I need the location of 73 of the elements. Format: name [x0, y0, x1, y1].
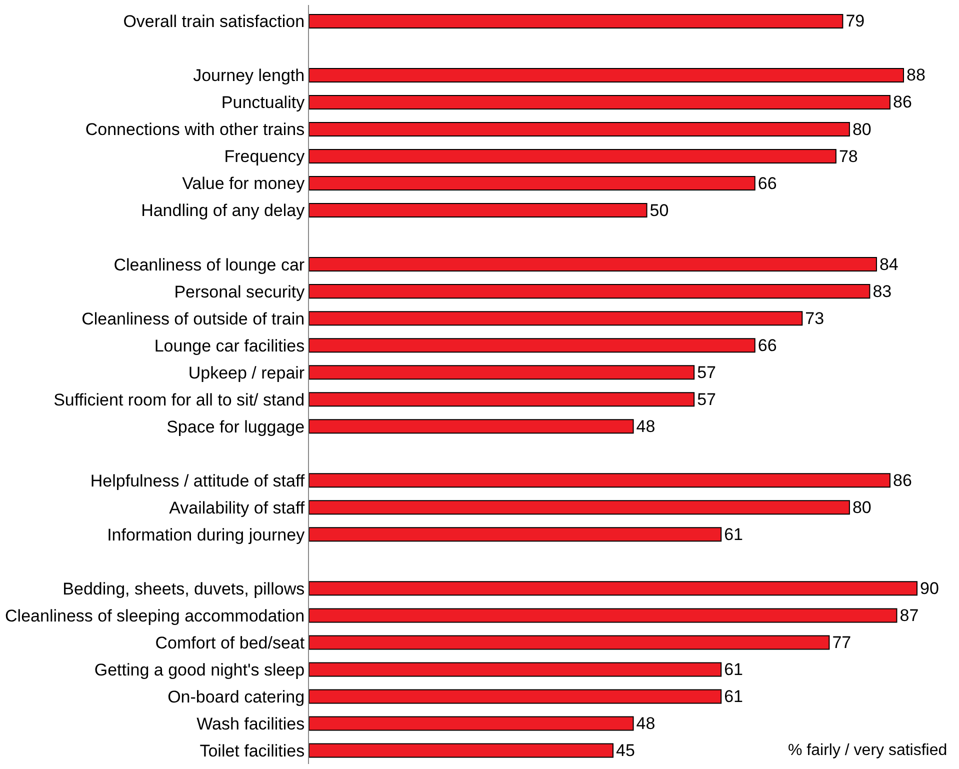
bar	[309, 149, 836, 164]
data-label: 45	[616, 740, 635, 760]
bar	[309, 743, 614, 758]
y-tick-label: Cleanliness of lounge car	[114, 255, 305, 274]
data-label: 86	[892, 470, 912, 490]
data-label: 50	[650, 200, 669, 220]
bar	[309, 311, 803, 326]
y-tick-label: On-board catering	[168, 687, 305, 706]
bar	[309, 662, 722, 677]
bar	[309, 716, 634, 731]
data-label: 61	[724, 686, 744, 706]
bar	[309, 257, 877, 272]
y-tick-label: Punctuality	[221, 93, 306, 112]
y-tick-label: Cleanliness of sleeping accommodation	[5, 606, 305, 626]
y-tick-label: Getting a good night's sleep	[94, 660, 305, 680]
bar	[309, 419, 634, 434]
bar	[309, 203, 648, 218]
y-tick-label: Connections with other trains	[85, 120, 305, 140]
y-tick-label: Comfort of bed/seat	[155, 633, 305, 652]
data-label: 61	[724, 660, 744, 679]
data-label: 87	[900, 606, 919, 625]
data-label: 77	[832, 632, 852, 652]
data-label: 90	[920, 578, 939, 598]
bar	[309, 392, 695, 407]
bar	[309, 122, 850, 136]
bar	[309, 14, 844, 28]
y-tick-label: Handling of any delay	[141, 201, 306, 220]
y-tick-label: Value for money	[182, 174, 306, 194]
data-label: 88	[906, 66, 926, 85]
bar	[309, 635, 830, 650]
data-label: 78	[838, 146, 858, 166]
y-tick-label: Bedding, sheets, duvets, pillows	[62, 579, 305, 598]
data-label: 66	[758, 174, 777, 193]
bar	[309, 473, 890, 488]
data-label: 48	[636, 714, 656, 733]
y-tick-label: Cleanliness of outside of train	[82, 309, 305, 328]
bar	[309, 581, 918, 596]
data-label: 48	[636, 416, 656, 436]
bar	[309, 94, 890, 110]
bar	[309, 176, 756, 191]
bar	[309, 500, 850, 515]
data-label: 79	[846, 12, 865, 31]
bar	[309, 338, 756, 353]
data-label: 83	[872, 282, 892, 301]
data-label: 66	[758, 336, 777, 355]
y-tick-label: Lounge car facilities	[154, 336, 305, 356]
data-label: 57	[697, 390, 716, 409]
y-tick-label: Toilet facilities	[200, 741, 305, 760]
data-label: 80	[852, 498, 872, 517]
y-tick-label: Wash facilities	[196, 714, 305, 734]
data-label: 57	[697, 362, 716, 382]
bar	[309, 527, 722, 542]
y-tick-label: Availability of staff	[169, 498, 305, 518]
y-tick-label: Space for luggage	[166, 417, 305, 436]
data-label: 80	[852, 120, 872, 139]
y-tick-label: Overall train satisfaction	[123, 12, 305, 32]
bar	[309, 689, 722, 704]
bar	[309, 608, 898, 623]
bar	[309, 68, 904, 82]
y-tick-label: Frequency	[224, 147, 306, 166]
bar	[309, 284, 870, 299]
data-label: 61	[724, 524, 744, 544]
y-tick-label: Journey length	[193, 66, 305, 86]
y-tick-label: Information during journey	[107, 525, 306, 544]
bar	[309, 365, 695, 380]
y-tick-label: Upkeep / repair	[188, 363, 305, 382]
data-label: 86	[892, 92, 912, 112]
y-tick-label: Helpfulness / attitude of staff	[90, 471, 305, 490]
data-label: 73	[805, 308, 824, 328]
y-tick-label: Personal security	[174, 282, 306, 302]
data-label: 84	[879, 254, 898, 274]
y-tick-label: Sufficient room for all to sit/ stand	[54, 390, 305, 410]
x-axis-title: % fairly / very satisfied	[788, 742, 948, 759]
